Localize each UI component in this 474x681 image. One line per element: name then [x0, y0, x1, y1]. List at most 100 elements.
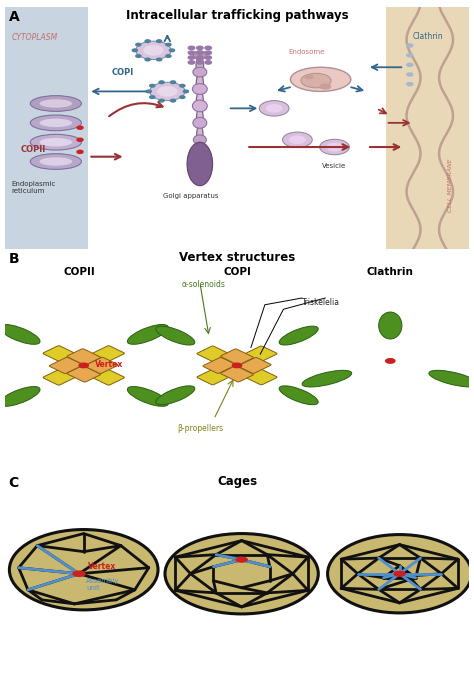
Circle shape [77, 151, 83, 153]
Circle shape [77, 138, 83, 142]
Circle shape [236, 557, 247, 562]
Text: Endoplasmic
reticulum: Endoplasmic reticulum [12, 181, 56, 194]
Circle shape [407, 44, 413, 47]
Text: COPI: COPI [111, 67, 134, 76]
Circle shape [146, 90, 151, 93]
Text: CELL MEMBRANE: CELL MEMBRANE [448, 159, 453, 212]
Ellipse shape [156, 386, 195, 405]
Circle shape [143, 45, 164, 56]
FancyBboxPatch shape [220, 349, 254, 365]
Ellipse shape [193, 67, 207, 77]
Text: COPII: COPII [21, 145, 46, 154]
Circle shape [188, 46, 195, 50]
Text: Cages: Cages [217, 475, 257, 488]
Circle shape [171, 81, 176, 84]
Circle shape [197, 46, 203, 50]
Circle shape [304, 74, 314, 80]
Text: COPI: COPI [223, 266, 251, 276]
Circle shape [145, 58, 150, 61]
Circle shape [136, 41, 171, 59]
Text: Vertex: Vertex [95, 360, 124, 369]
Circle shape [145, 39, 150, 42]
Ellipse shape [165, 534, 319, 614]
Circle shape [188, 56, 195, 59]
Ellipse shape [0, 387, 40, 407]
Ellipse shape [279, 386, 318, 405]
FancyBboxPatch shape [84, 358, 118, 374]
Ellipse shape [196, 56, 204, 79]
Circle shape [407, 54, 413, 57]
Ellipse shape [193, 51, 206, 59]
Bar [5, 7, 88, 249]
Circle shape [180, 84, 185, 87]
Circle shape [159, 99, 164, 102]
FancyBboxPatch shape [67, 366, 100, 382]
Ellipse shape [379, 312, 402, 339]
Circle shape [197, 61, 203, 64]
FancyBboxPatch shape [90, 346, 125, 362]
Text: CYTOPLASM: CYTOPLASM [12, 33, 58, 42]
Circle shape [166, 44, 171, 46]
Text: COPII: COPII [63, 266, 95, 276]
Circle shape [205, 46, 211, 50]
Circle shape [407, 63, 413, 67]
Circle shape [136, 44, 141, 46]
Circle shape [132, 49, 137, 52]
Text: Assembly
unit: Assembly unit [86, 577, 119, 590]
Ellipse shape [156, 326, 195, 345]
Ellipse shape [291, 67, 351, 91]
Text: Vertex: Vertex [88, 562, 117, 571]
FancyBboxPatch shape [90, 368, 125, 385]
Ellipse shape [40, 138, 72, 146]
FancyBboxPatch shape [197, 368, 231, 385]
Ellipse shape [30, 95, 82, 112]
Ellipse shape [40, 118, 72, 127]
Ellipse shape [196, 73, 203, 95]
Ellipse shape [30, 134, 82, 150]
Circle shape [166, 54, 171, 57]
Ellipse shape [192, 84, 207, 95]
Circle shape [150, 96, 155, 99]
FancyBboxPatch shape [43, 346, 77, 362]
Circle shape [156, 58, 162, 61]
Ellipse shape [429, 370, 474, 387]
Bar [386, 7, 469, 249]
Circle shape [73, 571, 85, 576]
Circle shape [197, 51, 203, 54]
Circle shape [205, 61, 211, 64]
Circle shape [171, 99, 176, 102]
Circle shape [205, 56, 211, 59]
Circle shape [232, 363, 242, 368]
Ellipse shape [193, 135, 206, 144]
Ellipse shape [40, 99, 72, 108]
Ellipse shape [328, 535, 472, 613]
Text: C: C [9, 476, 18, 490]
Circle shape [266, 104, 283, 112]
Text: Intracellular trafficking pathways: Intracellular trafficking pathways [126, 10, 348, 22]
FancyBboxPatch shape [203, 358, 236, 373]
Ellipse shape [197, 108, 203, 128]
Circle shape [180, 96, 185, 99]
FancyBboxPatch shape [238, 358, 271, 373]
Ellipse shape [187, 142, 213, 186]
Ellipse shape [193, 117, 207, 128]
Circle shape [289, 136, 306, 144]
FancyBboxPatch shape [243, 346, 277, 362]
FancyBboxPatch shape [220, 366, 254, 382]
Ellipse shape [301, 74, 331, 88]
Text: β-propellers: β-propellers [177, 424, 223, 433]
FancyBboxPatch shape [67, 349, 100, 365]
Ellipse shape [0, 325, 40, 345]
FancyBboxPatch shape [243, 368, 277, 385]
Ellipse shape [196, 91, 203, 112]
Circle shape [407, 73, 413, 76]
Circle shape [188, 61, 195, 64]
Ellipse shape [30, 115, 82, 131]
Text: Clathrin: Clathrin [412, 31, 443, 41]
Circle shape [394, 571, 405, 576]
Ellipse shape [192, 100, 207, 112]
FancyBboxPatch shape [43, 368, 77, 385]
Circle shape [259, 101, 289, 116]
Ellipse shape [128, 325, 168, 345]
Text: Golgi apparatus: Golgi apparatus [163, 193, 219, 199]
